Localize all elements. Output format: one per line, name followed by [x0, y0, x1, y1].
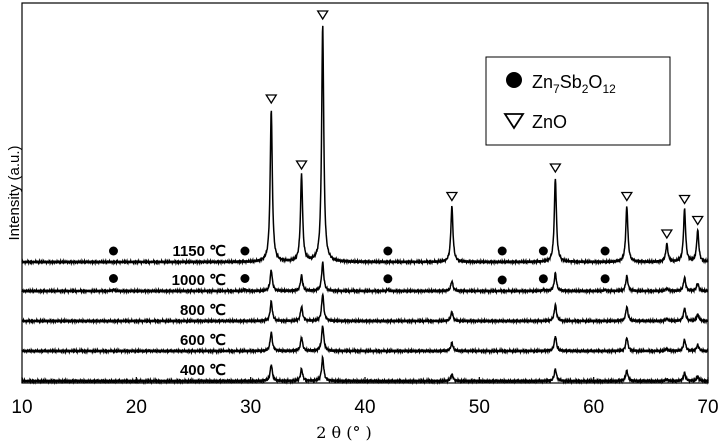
trace-line-4: [21, 25, 709, 267]
trace-label-4: 1150 ℃: [172, 243, 226, 260]
trace-labels-group: 400 ℃ 600 ℃ 800 ℃ 1000 ℃ 1150 ℃: [172, 243, 227, 379]
trace-line-2: [21, 292, 709, 326]
x-tick-label-3: 40: [354, 397, 375, 418]
x-tick-label-1: 20: [126, 397, 147, 418]
legend-sub-2: 2: [582, 82, 589, 96]
legend-triangle-icon: [503, 113, 525, 130]
y-axis-label: Intensity (a.u.): [6, 145, 23, 240]
trace-line-3: [21, 261, 709, 296]
zno-marker-1: [295, 160, 308, 171]
zno-marker-5: [620, 191, 633, 202]
legend-sb: Sb: [560, 72, 582, 92]
x-tick-label-6: 70: [697, 397, 718, 418]
zn7sb2o12-marker-1-1: [240, 274, 250, 283]
zno-marker-8: [691, 215, 704, 226]
zn7sb2o12-marker-0-1: [240, 246, 250, 256]
legend-box: [485, 56, 671, 146]
zn7sb2o12-marker-1-4: [538, 274, 548, 284]
zn7sb2o12-marker-0-0: [108, 246, 118, 256]
legend-circle-icon: [506, 72, 522, 88]
x-tick-label-4: 50: [469, 397, 490, 418]
zn7sb2o12-marker-0-2: [383, 246, 393, 256]
zno-marker-6: [660, 229, 674, 240]
zno-marker-4: [549, 163, 562, 174]
zno-marker-0: [265, 94, 278, 105]
legend: Zn7Sb2O12 ZnO: [485, 56, 671, 146]
zno-marker-2: [316, 10, 329, 21]
zn7sb2o12-marker-1-2: [383, 274, 393, 284]
trace-label-0: 400 ℃: [180, 362, 226, 379]
trace-label-1: 600 ℃: [180, 332, 226, 349]
legend-sub-12: 12: [602, 82, 616, 96]
legend-o: O: [588, 72, 602, 92]
zn7sb2o12-marker-1-0: [108, 274, 118, 283]
x-ticks-group: 10 20 30 40 50 60 70: [11, 377, 719, 418]
legend-sub-7: 7: [553, 82, 560, 96]
trace-label-3: 1000 ℃: [172, 272, 227, 289]
trace-label-2: 800 ℃: [180, 302, 226, 319]
zn7sb2o12-marker-1-3: [497, 275, 507, 285]
zn7sb2o12-marker-0-4: [538, 246, 548, 256]
zn7sb2o12-marker-1-5: [600, 274, 610, 284]
trace-line-1: [21, 325, 709, 356]
x-axis-label: 2 θ (° ): [316, 423, 372, 442]
x-tick-label-0: 10: [11, 397, 32, 418]
x-tick-label-2: 30: [240, 397, 261, 418]
legend-zn: Zn: [532, 72, 553, 92]
markers-group: [108, 10, 704, 285]
legend-label-zn7sb2o12: Zn7Sb2O12: [532, 72, 616, 96]
legend-label-zno: ZnO: [532, 112, 567, 132]
zno-marker-3: [445, 191, 459, 202]
zn7sb2o12-marker-0-3: [497, 246, 507, 256]
x-tick-label-5: 60: [583, 397, 604, 418]
zno-marker-7: [678, 194, 691, 205]
zn7sb2o12-marker-0-5: [600, 246, 610, 256]
